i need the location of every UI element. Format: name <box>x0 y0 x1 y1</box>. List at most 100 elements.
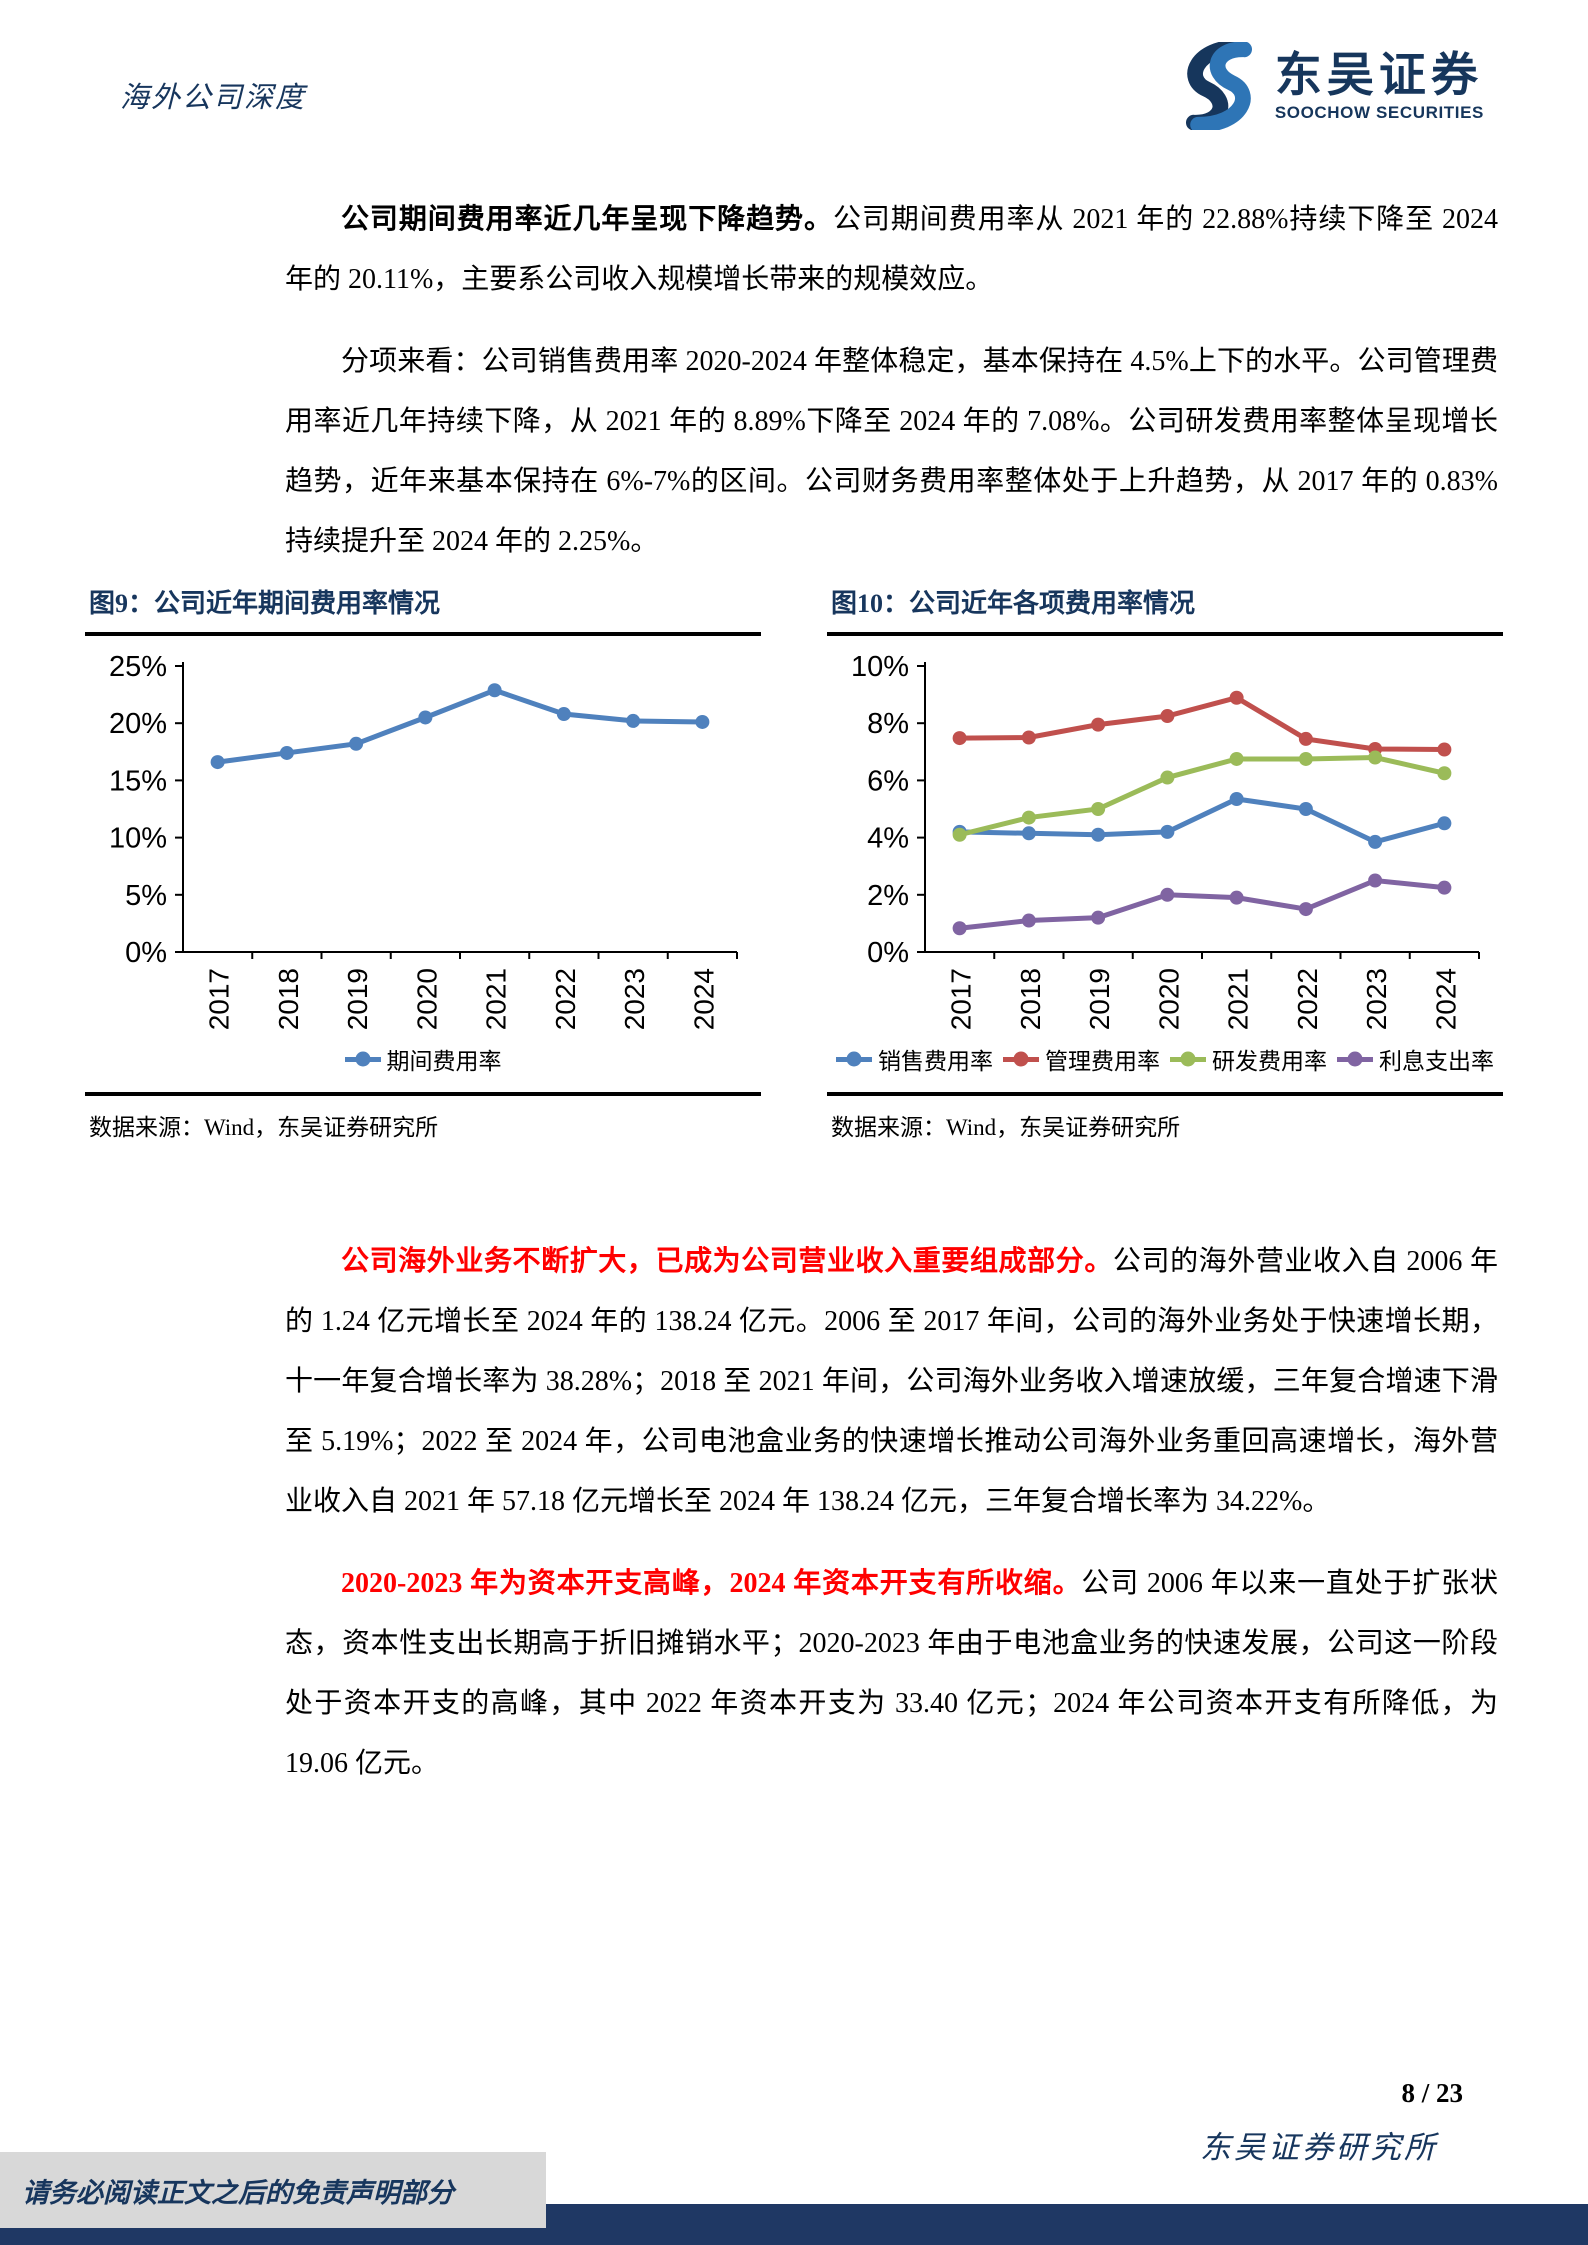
legend-line-marker-icon <box>1170 1051 1206 1067</box>
page-number: 8 / 23 <box>1401 2078 1463 2108</box>
x-tick-label: 2020 <box>411 968 442 1030</box>
figure-source: 数据来源：Wind，东吴证券研究所 <box>831 1115 1181 1140</box>
y-tick-label: 10% <box>851 651 909 683</box>
paragraph-body: 分项来看：公司销售费用率 2020-2024 年整体稳定，基本保持在 4.5%上… <box>285 346 1498 557</box>
legend-line-marker-icon <box>1337 1051 1373 1067</box>
y-tick-label: 15% <box>109 765 167 797</box>
data-point <box>695 714 710 729</box>
x-tick-label: 2024 <box>1430 968 1461 1030</box>
paragraph-body: 公司 2006 年以来一直处于扩张状态，资本性支出长期高于折旧摊销水平；2020… <box>285 1568 1498 1779</box>
data-point <box>1368 873 1383 888</box>
data-point <box>349 736 364 751</box>
brand-name-en: SOOCHOW SECURITIES <box>1274 103 1484 123</box>
series-line <box>959 796 1446 845</box>
legend-item: 利息支出率 <box>1337 1042 1494 1076</box>
data-point <box>1021 826 1036 841</box>
data-point <box>279 745 294 760</box>
x-tick-label: 2018 <box>1015 968 1046 1030</box>
chart-legend: 期间费用率 <box>85 1042 761 1076</box>
x-tick-label: 2023 <box>619 968 650 1030</box>
data-point <box>1160 770 1175 785</box>
y-tick-label: 20% <box>109 708 167 740</box>
data-point <box>1229 751 1244 766</box>
legend-item: 管理费用率 <box>1003 1042 1160 1076</box>
paragraph: 2020-2023 年为资本开支高峰，2024 年资本开支有所收缩。公司 200… <box>285 1554 1498 1794</box>
institute-label: 东吴证券研究所 <box>1200 2130 1438 2165</box>
x-tick-label: 2022 <box>1292 968 1323 1030</box>
legend-dot-icon <box>1347 1051 1363 1067</box>
data-point <box>1091 802 1106 816</box>
line-chart-period-expense: 0% 5% 10% 15% 20% 25% 2017 2018 2019 2020 2021 2022… <box>109 651 738 1030</box>
series-line <box>959 877 1445 931</box>
x-tick-label: 2019 <box>342 968 373 1030</box>
series-line <box>959 755 1445 838</box>
legend-dot-icon <box>1180 1051 1196 1067</box>
data-point <box>952 921 967 936</box>
x-tick-label: 2020 <box>1153 968 1184 1030</box>
data-point <box>418 710 433 725</box>
legend-line-marker-icon <box>836 1051 872 1067</box>
body-text-block-top: 公司期间费用率近几年呈现下降趋势。公司期间费用率从 2021 年的 22.88%… <box>285 190 1498 594</box>
y-tick-label: 6% <box>867 765 909 797</box>
figure-title: 图9：公司近年期间费用率情况 <box>89 589 441 618</box>
paragraph-body: 公司期间费用率从 2021 年的 22.88%持续下降至 2024 年的 20.… <box>285 204 1498 295</box>
x-tick-label: 2022 <box>550 968 581 1030</box>
chart-legend: 销售费用率 管理费用率 研发费用率 利息支出率 <box>827 1042 1503 1076</box>
disclaimer-box: 请务必阅读正文之后的免责声明部分 <box>0 2152 546 2228</box>
data-point <box>210 755 225 770</box>
x-tick-label: 2018 <box>273 968 304 1030</box>
x-tick-label: 2017 <box>204 968 235 1030</box>
legend-line-marker-icon <box>1003 1051 1039 1067</box>
data-point <box>1021 730 1036 745</box>
y-tick-label: 5% <box>125 880 167 912</box>
data-point <box>1437 880 1452 895</box>
data-point <box>1091 717 1106 732</box>
legend-label: 期间费用率 <box>386 1048 502 1074</box>
figure-rule-bottom <box>827 1092 1503 1096</box>
y-tick-label: 0% <box>867 937 909 969</box>
y-tick-label: 8% <box>867 708 909 740</box>
data-point <box>556 707 571 722</box>
paragraph: 公司期间费用率近几年呈现下降趋势。公司期间费用率从 2021 年的 22.88%… <box>285 190 1498 310</box>
data-point <box>1091 910 1106 925</box>
y-tick-label: 2% <box>867 880 909 912</box>
data-point <box>1021 913 1036 928</box>
y-tick-label: 4% <box>867 823 909 855</box>
data-point <box>1298 902 1313 917</box>
data-point <box>1298 802 1313 816</box>
legend-label: 利息支出率 <box>1379 1048 1494 1074</box>
figure-rule-top <box>85 632 761 636</box>
legend-dot-icon <box>355 1051 370 1067</box>
x-tick-label: 2019 <box>1084 968 1115 1030</box>
brand-name-cn: 东吴证券 <box>1274 49 1483 102</box>
data-point <box>1229 890 1244 905</box>
figure-9: 图9：公司近年期间费用率情况 0% 5% 10% 15% 20% 25% 2017 2018 2… <box>85 583 761 1142</box>
paragraph-lead: 公司期间费用率近几年呈现下降趋势。 <box>341 204 833 235</box>
paragraph-body: 公司的海外营业收入自 2006 年的 1.24 亿元增长至 2024 年的 13… <box>285 1246 1498 1517</box>
data-point <box>1437 742 1452 757</box>
data-point <box>1160 709 1175 724</box>
paragraph-lead-red: 公司海外业务不断扩大，已成为公司营业收入重要组成部分。 <box>341 1246 1113 1277</box>
legend-item: 期间费用率 <box>344 1042 502 1076</box>
figure-10: 图10：公司近年各项费用率情况 0% 2% 4% 6% 8% 10% 2017 2018 201… <box>827 583 1503 1142</box>
data-point <box>1368 834 1383 849</box>
series-line <box>959 695 1445 753</box>
brand-wordmark: 东吴证券 SOOCHOW SECURITIES <box>1275 49 1484 123</box>
series-line <box>217 687 703 765</box>
figure-source: 数据来源：Wind，东吴证券研究所 <box>89 1115 439 1140</box>
legend-line-marker-icon <box>344 1051 381 1067</box>
figure-rule-top <box>827 632 1503 636</box>
brand-logo: 东吴证券 SOOCHOW SECURITIES <box>1175 42 1484 130</box>
legend-label: 管理费用率 <box>1045 1048 1160 1074</box>
x-tick-label: 2024 <box>688 968 719 1030</box>
x-tick-label: 2017 <box>946 968 977 1030</box>
data-point <box>1229 791 1244 806</box>
legend-dot-icon <box>846 1051 862 1067</box>
figures-row: 图9：公司近年期间费用率情况 0% 5% 10% 15% 20% 25% 2017 2018 2… <box>85 583 1503 1142</box>
legend-item: 销售费用率 <box>836 1042 993 1076</box>
legend-item: 研发费用率 <box>1170 1042 1327 1076</box>
paragraph: 公司海外业务不断扩大，已成为公司营业收入重要组成部分。公司的海外营业收入自 20… <box>285 1232 1498 1532</box>
data-point <box>952 827 967 842</box>
y-tick-label: 25% <box>109 651 167 683</box>
